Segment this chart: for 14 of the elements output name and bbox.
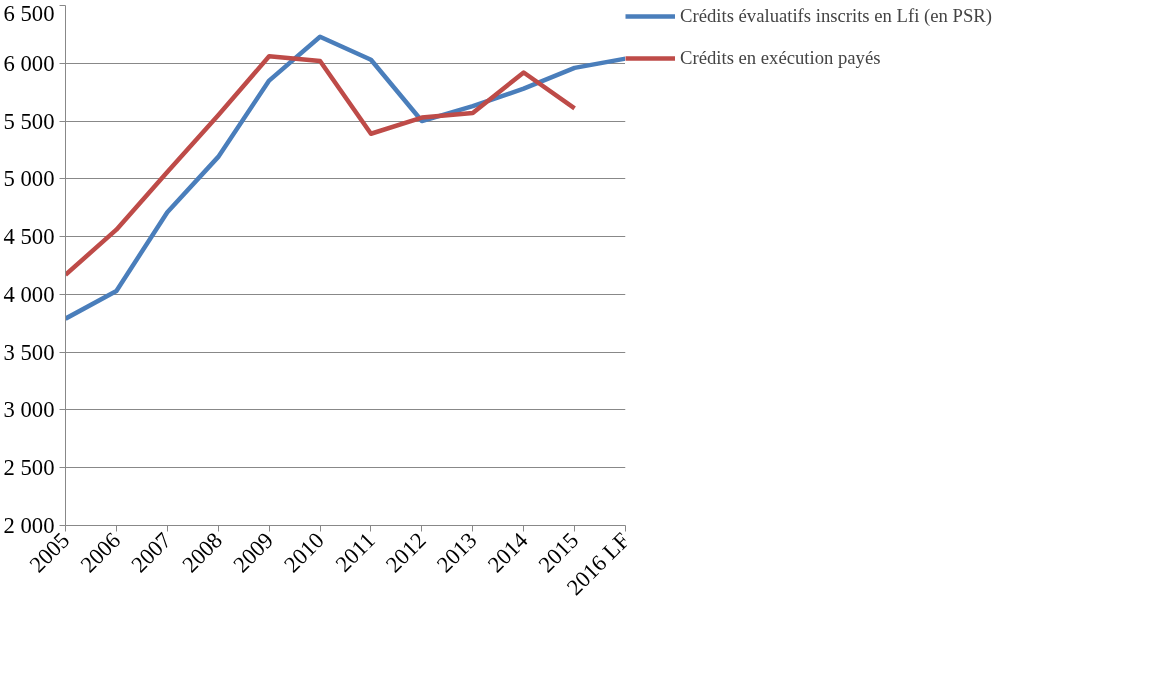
y-tick-label: 2 000 [3, 513, 55, 538]
y-tick-label: 6 500 [3, 0, 55, 26]
y-tick-label: 4 000 [3, 281, 55, 307]
y-tick-label: 5 500 [3, 108, 55, 134]
y-tick-label: 3 000 [3, 397, 55, 423]
legend-label: Crédits évaluatifs inscrits en Lfi (en PSR) [680, 5, 992, 27]
y-tick-label: 6 000 [3, 50, 55, 76]
y-tick-label: 5 000 [3, 166, 55, 192]
y-tick-label: 2 500 [3, 455, 55, 481]
y-tick-label: 4 500 [3, 224, 55, 250]
line-series [65, 54, 577, 277]
line-series [65, 34, 626, 321]
legend-label: Crédits en exécution payés [680, 47, 881, 69]
y-tick-label: 3 500 [3, 339, 55, 365]
